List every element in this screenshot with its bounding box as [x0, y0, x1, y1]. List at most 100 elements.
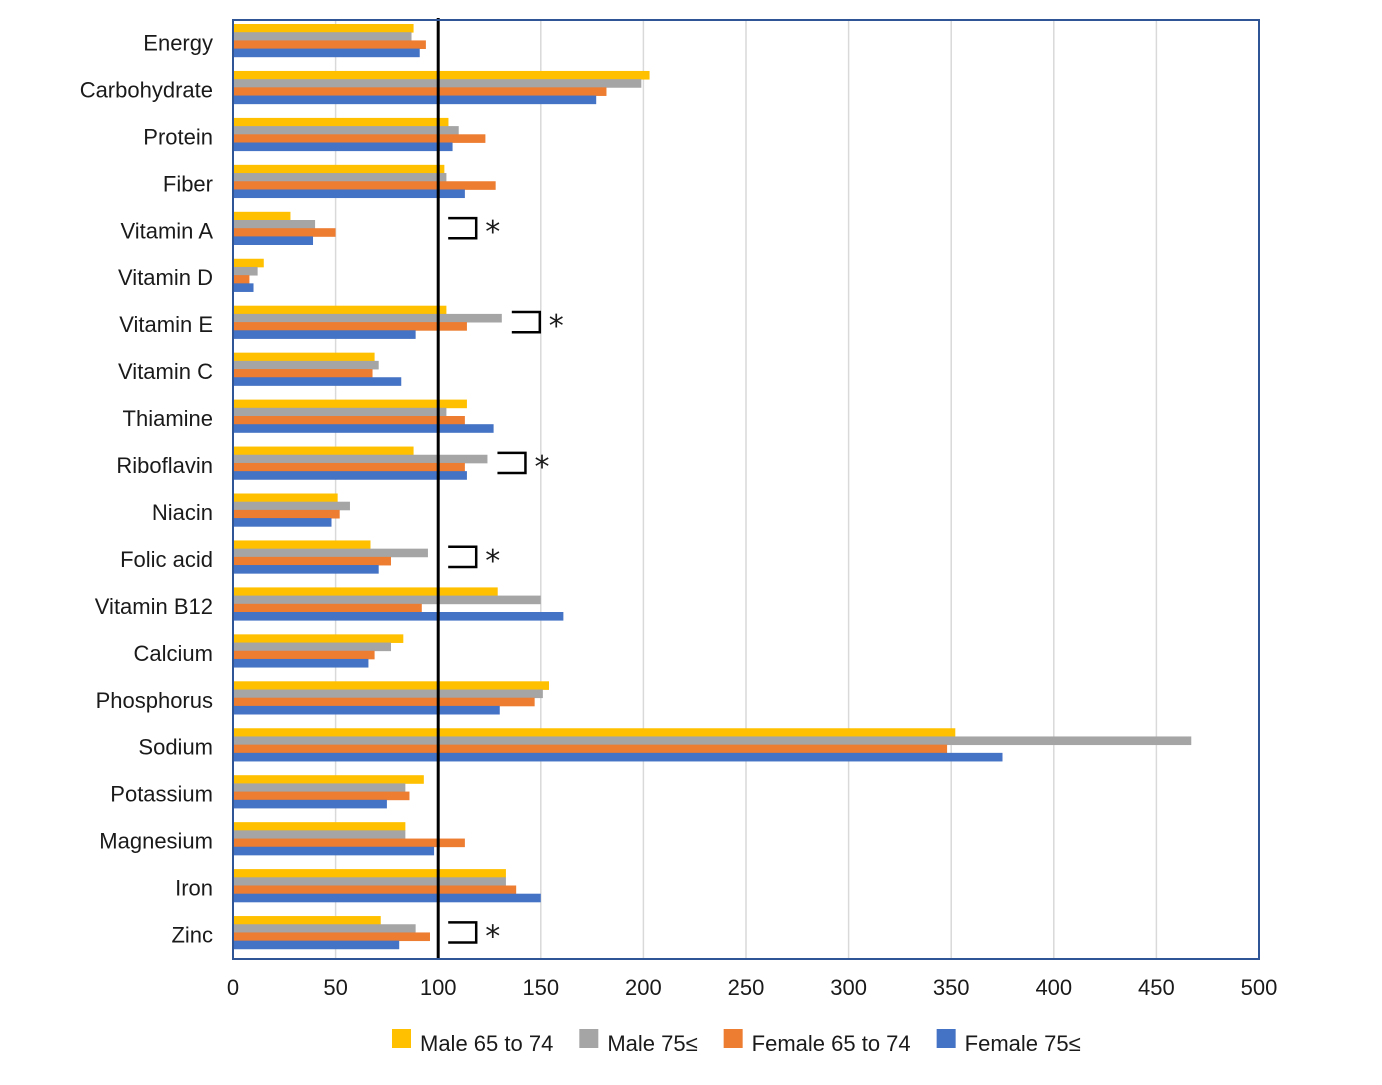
- legend-swatch-female-75plus: [936, 1029, 956, 1048]
- bar-protein-male-65-to-74: [233, 117, 449, 127]
- legend-label-female-75plus: Female 75≤: [965, 1031, 1081, 1056]
- category-label-sodium: Sodium: [138, 735, 213, 760]
- bar-folic-acid-male-75plus: [233, 548, 428, 558]
- bar-vitamin-d-male-65-to-74: [233, 258, 264, 268]
- bar-vitamin-e-female-65-to-74: [233, 322, 467, 331]
- bar-vitamin-c-male-65-to-74: [233, 352, 375, 362]
- bar-iron-female-65-to-74: [233, 885, 517, 895]
- bar-magnesium-male-75plus: [233, 830, 406, 839]
- bar-phosphorus-female-65-to-74: [233, 697, 535, 707]
- bar-vitamin-a-male-65-to-74: [233, 211, 291, 221]
- bar-vitamin-c-female-75plus: [233, 377, 402, 386]
- legend-swatch-male-65-to-74: [392, 1029, 411, 1048]
- bar-magnesium-female-75plus: [233, 846, 435, 856]
- significance-bracket-vitamin-a: [448, 216, 478, 240]
- bar-niacin-female-65-to-74: [233, 509, 340, 519]
- bar-vitamin-b12-male-75plus: [233, 595, 541, 605]
- bar-protein-female-65-to-74: [233, 134, 486, 143]
- category-label-fiber: Fiber: [163, 171, 213, 196]
- bar-calcium-male-75plus: [233, 642, 392, 652]
- significance-star-zinc: *: [485, 919, 500, 954]
- bar-zinc-male-65-to-74: [233, 916, 381, 925]
- bar-folic-acid-male-65-to-74: [233, 540, 371, 550]
- legend: Male 65 to 74 Male 75≤ Female 65 to 74 Fema…: [392, 1029, 1081, 1056]
- category-label-carbohydrate: Carbohydrate: [80, 77, 213, 102]
- bar-vitamin-a-male-75plus: [233, 220, 316, 229]
- x-tick-label-50: 50: [323, 975, 347, 1000]
- plot-border: [232, 19, 1260, 960]
- category-label-vitamin-d: Vitamin D: [118, 265, 213, 290]
- x-tick-label-250: 250: [728, 975, 765, 1000]
- bar-potassium-male-75plus: [233, 783, 406, 792]
- bar-thiamine-female-75plus: [233, 424, 494, 433]
- significance-star-vitamin-e: *: [549, 309, 564, 344]
- bar-protein-female-75plus: [233, 142, 453, 152]
- bar-vitamin-d-male-75plus: [233, 266, 258, 276]
- bar-vitamin-e-female-75plus: [233, 330, 416, 339]
- bar-phosphorus-male-65-to-74: [233, 681, 550, 690]
- category-label-magnesium: Magnesium: [99, 829, 213, 854]
- significance-annotations: * * * * *: [448, 215, 564, 954]
- bar-vitamin-e-male-65-to-74: [233, 305, 447, 315]
- bar-zinc-female-75plus: [233, 940, 400, 950]
- bar-niacin-male-65-to-74: [233, 493, 338, 503]
- significance-bracket-riboflavin: [497, 451, 527, 475]
- bar-energy-female-65-to-74: [233, 40, 426, 49]
- legend-swatch-female-65-to-74: [723, 1029, 743, 1048]
- grid-lines: [334, 20, 1260, 959]
- bar-riboflavin-male-65-to-74: [233, 446, 414, 456]
- significance-bracket-folic-acid: [448, 545, 478, 569]
- bar-phosphorus-male-75plus: [233, 689, 543, 699]
- bar-phosphorus-female-75plus: [233, 705, 500, 715]
- bar-fiber-male-65-to-74: [233, 164, 445, 174]
- x-tick-label-200: 200: [625, 975, 662, 1000]
- bar-riboflavin-female-65-to-74: [233, 462, 465, 472]
- bar-potassium-male-65-to-74: [233, 775, 424, 784]
- bar-folic-acid-female-65-to-74: [233, 556, 392, 566]
- x-tick-label-150: 150: [522, 975, 559, 1000]
- bar-sodium-male-65-to-74: [233, 728, 956, 737]
- bar-calcium-female-65-to-74: [233, 650, 375, 660]
- bars: [233, 24, 1192, 950]
- bar-magnesium-female-65-to-74: [233, 838, 465, 848]
- category-label-phosphorus: Phosphorus: [96, 688, 213, 713]
- bar-vitamin-e-male-75plus: [233, 313, 502, 323]
- x-tick-label-100: 100: [420, 975, 457, 1000]
- bar-fiber-female-75plus: [233, 189, 465, 199]
- bar-energy-female-75plus: [233, 48, 420, 58]
- category-labels: Energy Carbohydrate Protein Fiber Vitamin A V…: [80, 30, 214, 947]
- significance-bracket-vitamin-e: [511, 310, 542, 334]
- legend-label-female-65-to-74: Female 65 to 74: [752, 1031, 911, 1056]
- legend-label-male-75plus: Male 75≤: [607, 1031, 697, 1056]
- bar-iron-male-75plus: [233, 877, 506, 886]
- bar-iron-female-75plus: [233, 893, 541, 903]
- category-label-calcium: Calcium: [134, 641, 213, 666]
- bar-niacin-female-75plus: [233, 518, 332, 527]
- bar-vitamin-d-female-75plus: [233, 283, 254, 292]
- significance-star-riboflavin: *: [534, 450, 549, 485]
- category-label-vitamin-e: Vitamin E: [119, 312, 213, 337]
- category-label-iron: Iron: [175, 876, 213, 901]
- bar-zinc-male-75plus: [233, 924, 416, 933]
- bar-folic-acid-female-75plus: [233, 565, 379, 574]
- bar-protein-male-75plus: [233, 126, 459, 135]
- bar-sodium-female-75plus: [233, 752, 1003, 762]
- bar-zinc-female-65-to-74: [233, 932, 430, 942]
- bar-magnesium-male-65-to-74: [233, 822, 406, 831]
- bar-vitamin-a-female-65-to-74: [233, 228, 336, 237]
- category-label-niacin: Niacin: [152, 500, 213, 525]
- x-tick-label-350: 350: [933, 975, 970, 1000]
- bar-thiamine-male-65-to-74: [233, 399, 467, 409]
- x-tick-label-400: 400: [1035, 975, 1072, 1000]
- plot-frame: [232, 19, 1260, 960]
- bar-energy-male-65-to-74: [233, 24, 414, 33]
- bar-vitamin-c-male-75plus: [233, 360, 379, 370]
- x-tick-label-300: 300: [830, 975, 867, 1000]
- bar-calcium-female-75plus: [233, 658, 369, 668]
- bar-energy-male-75plus: [233, 32, 412, 41]
- bar-vitamin-a-female-75plus: [233, 236, 314, 245]
- bar-riboflavin-male-75plus: [233, 454, 488, 464]
- category-label-folic-acid: Folic acid: [120, 547, 213, 572]
